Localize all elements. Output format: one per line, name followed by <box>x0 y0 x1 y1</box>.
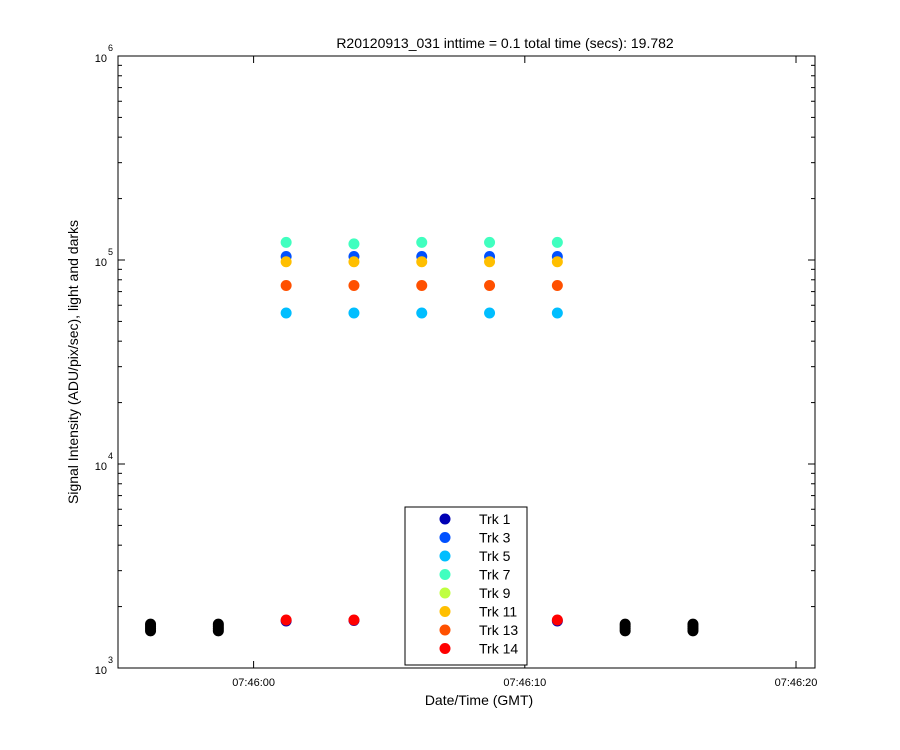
y-tick-exponent: 5 <box>108 247 113 257</box>
legend-label: Trk 5 <box>479 548 511 564</box>
legend-marker <box>439 587 451 599</box>
legend-box <box>404 506 528 666</box>
data-point <box>348 238 360 250</box>
legend-marker <box>439 643 451 654</box>
data-point <box>416 279 428 291</box>
x-tick-label: 07:46:10 <box>503 677 546 689</box>
data-point <box>484 236 496 248</box>
data-point <box>416 256 428 268</box>
data-point <box>348 279 360 291</box>
data-point <box>348 307 360 319</box>
legend-marker <box>439 624 451 636</box>
y-tick-exponent: 6 <box>108 43 113 53</box>
dark-points <box>145 618 699 637</box>
legend-label: Trk 9 <box>479 585 511 601</box>
data-point <box>280 279 292 291</box>
y-tick-label: 10 <box>95 53 107 65</box>
x-tick-label: 07:46:20 <box>775 677 818 689</box>
data-point <box>551 614 563 626</box>
data-point <box>280 614 292 626</box>
legend-marker <box>439 569 451 580</box>
legend-marker <box>439 513 451 525</box>
legend-label: Trk 3 <box>479 530 511 546</box>
y-tick-label: 10 <box>95 461 107 473</box>
dark-point <box>619 618 631 630</box>
data-point <box>484 279 496 291</box>
legend-marker <box>439 606 451 617</box>
y-axis-label: Signal Intensity (ADU/pix/sec), light an… <box>65 220 81 504</box>
y-tick-label: 10 <box>95 665 107 677</box>
chart-title: R20120913_031 inttime = 0.1 total time (… <box>336 35 674 51</box>
x-axis-label: Date/Time (GMT) <box>425 692 533 708</box>
dark-point <box>212 618 224 630</box>
data-point <box>551 236 563 248</box>
legend-label: Trk 13 <box>479 622 518 638</box>
legend-label: Trk 14 <box>479 641 518 657</box>
data-point <box>551 307 563 319</box>
data-point <box>280 307 292 319</box>
series-points <box>280 236 563 627</box>
data-point <box>551 256 563 268</box>
legend-label: Trk 7 <box>479 567 511 583</box>
legend-label: Trk 1 <box>479 511 511 527</box>
legend: Trk 1 Trk 3 Trk 5 Trk 7 Trk 9 Trk 11 Trk 13 Trk… <box>404 506 528 666</box>
data-point <box>484 307 496 319</box>
data-point <box>416 307 428 319</box>
data-point <box>551 279 563 291</box>
legend-marker <box>439 532 451 543</box>
dark-point <box>145 618 157 630</box>
legend-label: Trk 11 <box>479 604 517 620</box>
y-tick-label: 10 <box>95 257 107 269</box>
data-point <box>280 256 292 268</box>
data-point <box>280 236 292 248</box>
data-point <box>348 614 360 626</box>
legend-marker <box>439 550 451 562</box>
y-tick-exponent: 4 <box>108 451 113 461</box>
x-tick-label: 07:46:00 <box>232 677 275 689</box>
dark-point <box>687 618 699 630</box>
y-tick-exponent: 3 <box>108 655 113 665</box>
data-point <box>348 256 360 268</box>
data-point <box>484 256 496 268</box>
data-point <box>416 236 428 248</box>
